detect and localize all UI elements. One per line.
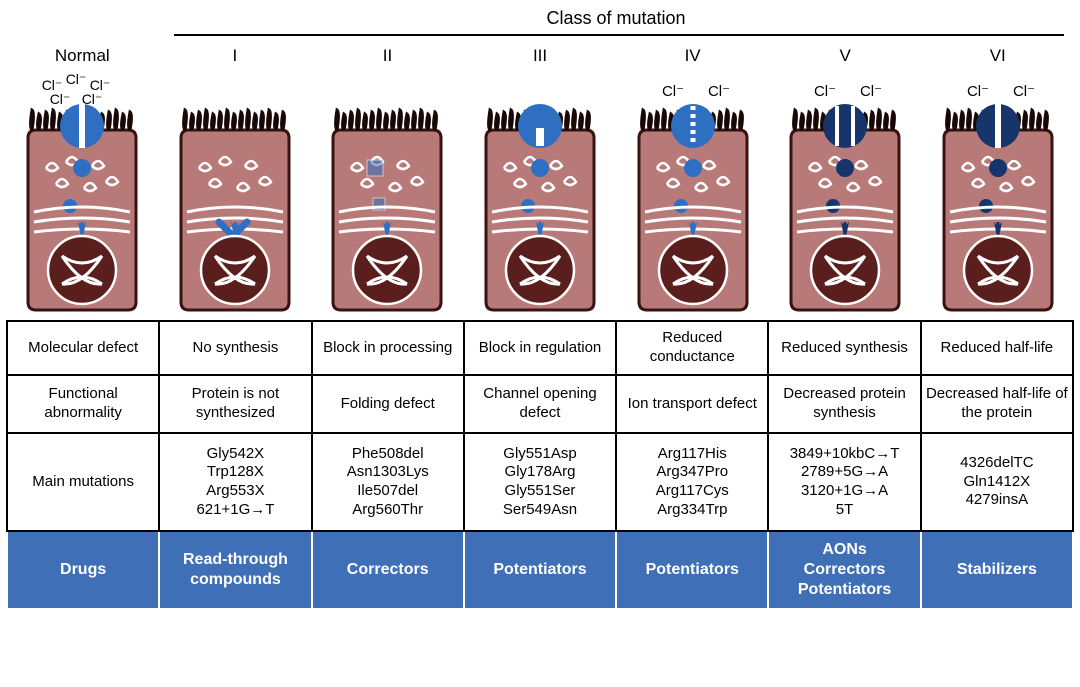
cell-class2-functional_abnormality: Folding defect (312, 375, 464, 433)
title-rule (174, 34, 1064, 36)
cell-class6-main_mutations: 4326delTCGln1412X4279insA (921, 433, 1073, 531)
table-row-drugs: DrugsRead-through compoundsCorrectorsPot… (7, 531, 1073, 609)
cell-diagram-class4: Cl⁻ Cl⁻ (616, 72, 769, 320)
cell-class4-functional_abnormality: Ion transport defect (616, 375, 768, 433)
cell-class5-drug: AONsCorrectorsPotentiators (768, 531, 920, 609)
cell-class6-functional_abnormality: Decreased half-life of the protein (921, 375, 1073, 433)
cell-normal-drug: Drugs (7, 531, 159, 609)
cell-class1-drug: Read-through compounds (159, 531, 311, 609)
cell-diagram-class6: Cl⁻ Cl⁻ (921, 72, 1074, 320)
cell-class5-functional_abnormality: Decreased protein synthesis (768, 375, 920, 433)
cell-class2-main_mutations: Phe508delAsn1303LysIle507delArg560Thr (312, 433, 464, 531)
cell-class3-drug: Potentiators (464, 531, 616, 609)
svg-text:Cl⁻: Cl⁻ (708, 83, 730, 100)
table-row-main_mutations: Main mutationsGly542XTrp128XArg553X621+1… (7, 433, 1073, 531)
cell-diagram-class2 (311, 72, 464, 320)
svg-text:Cl⁻: Cl⁻ (860, 83, 882, 100)
cell-class3-molecular_defect: Block in regulation (464, 321, 616, 375)
cell-class3-functional_abnormality: Channel opening defect (464, 375, 616, 433)
cell-class2-molecular_defect: Block in processing (312, 321, 464, 375)
column-headers: Class of mutation NormalIIIIIIIVVVI (6, 8, 1074, 72)
cell-class4-main_mutations: Arg117HisArg347ProArg117CysArg334Trp (616, 433, 768, 531)
cell-class2-drug: Correctors (312, 531, 464, 609)
svg-text:Cl⁻: Cl⁻ (814, 83, 836, 100)
cell-class5-molecular_defect: Reduced synthesis (768, 321, 920, 375)
cell-diagram-class1 (159, 72, 312, 320)
cell-class1-functional_abnormality: Protein is not synthesized (159, 375, 311, 433)
svg-text:Cl⁻: Cl⁻ (1013, 83, 1035, 100)
cell-diagram-normal: Cl⁻Cl⁻Cl⁻Cl⁻Cl⁻ (6, 72, 159, 320)
svg-text:Cl⁻: Cl⁻ (66, 72, 87, 87)
cell-class4-drug: Potentiators (616, 531, 768, 609)
table-row-molecular_defect: Molecular defectNo synthesisBlock in pro… (7, 321, 1073, 375)
svg-text:Cl⁻: Cl⁻ (967, 83, 989, 100)
cell-class1-main_mutations: Gly542XTrp128XArg553X621+1G→T (159, 433, 311, 531)
svg-text:Cl⁻: Cl⁻ (50, 91, 71, 107)
cell-class5-main_mutations: 3849+10kbC→T2789+5G→A3120+1G→A5T (768, 433, 920, 531)
cell-normal-main_mutations: Main mutations (7, 433, 159, 531)
cell-class4-molecular_defect: Reduced conductance (616, 321, 768, 375)
svg-text:Cl⁻: Cl⁻ (662, 83, 684, 100)
cftr-mutation-figure: Class of mutation NormalIIIIIIIVVVI Cl⁻C… (0, 0, 1080, 610)
cell-class3-main_mutations: Gly551AspGly178ArgGly551SerSer549Asn (464, 433, 616, 531)
cell-normal-functional_abnormality: Functional abnormality (7, 375, 159, 433)
cell-diagram-class3 (464, 72, 617, 320)
mutation-table: Molecular defectNo synthesisBlock in pro… (6, 320, 1074, 610)
cell-class1-molecular_defect: No synthesis (159, 321, 311, 375)
cell-class6-molecular_defect: Reduced half-life (921, 321, 1073, 375)
cell-normal-molecular_defect: Molecular defect (7, 321, 159, 375)
table-body: Molecular defectNo synthesisBlock in pro… (7, 321, 1073, 609)
cell-class6-drug: Stabilizers (921, 531, 1073, 609)
table-row-functional_abnormality: Functional abnormalityProtein is not syn… (7, 375, 1073, 433)
cell-diagram-class5: Cl⁻ Cl⁻ (769, 72, 922, 320)
figure-title: Class of mutation (6, 8, 1074, 29)
cell-diagrams-row: Cl⁻ Cl⁻ Cl⁻ Cl⁻ Cl⁻ (6, 72, 1074, 320)
